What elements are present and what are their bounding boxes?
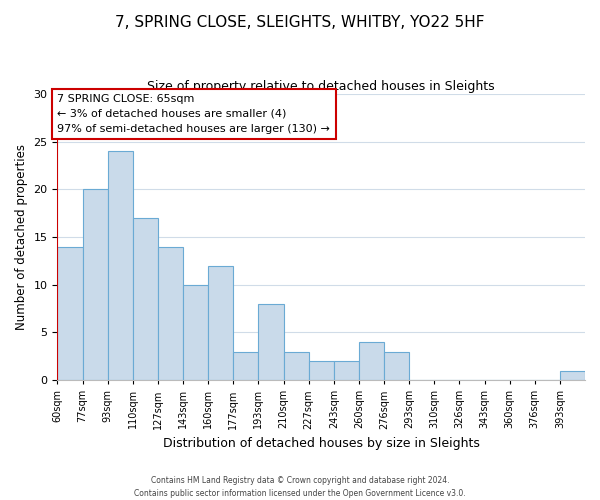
Text: 7, SPRING CLOSE, SLEIGHTS, WHITBY, YO22 5HF: 7, SPRING CLOSE, SLEIGHTS, WHITBY, YO22 … [115, 15, 485, 30]
Bar [308, 361, 334, 380]
Bar [560, 370, 585, 380]
Y-axis label: Number of detached properties: Number of detached properties [15, 144, 28, 330]
Bar [158, 246, 183, 380]
Bar [183, 285, 208, 380]
Text: 7 SPRING CLOSE: 65sqm
← 3% of detached houses are smaller (4)
97% of semi-detach: 7 SPRING CLOSE: 65sqm ← 3% of detached h… [58, 94, 330, 134]
X-axis label: Distribution of detached houses by size in Sleights: Distribution of detached houses by size … [163, 437, 479, 450]
Bar [259, 304, 284, 380]
Bar [58, 246, 83, 380]
Bar [233, 352, 259, 380]
Bar [284, 352, 308, 380]
Bar [208, 266, 233, 380]
Bar [384, 352, 409, 380]
Text: Contains HM Land Registry data © Crown copyright and database right 2024.
Contai: Contains HM Land Registry data © Crown c… [134, 476, 466, 498]
Bar [334, 361, 359, 380]
Title: Size of property relative to detached houses in Sleights: Size of property relative to detached ho… [148, 80, 495, 93]
Bar [359, 342, 384, 380]
Bar [133, 218, 158, 380]
Bar [107, 152, 133, 380]
Bar [83, 190, 107, 380]
